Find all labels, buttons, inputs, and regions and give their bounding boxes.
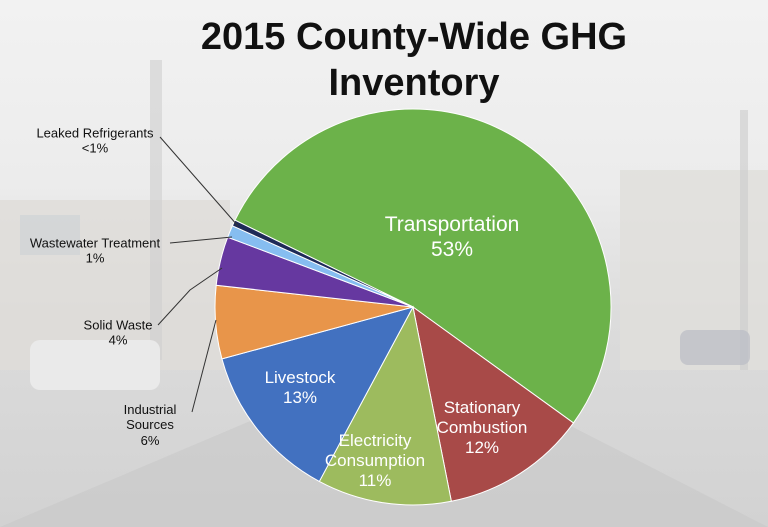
slice-label: Livestock 13%: [245, 368, 355, 408]
value-label: 53%: [430, 238, 474, 261]
category-label: Livestock: [264, 367, 336, 387]
slice-label: Stationary Combustion 12%: [422, 398, 542, 458]
category-label: Transportation: [384, 213, 520, 237]
leader-line: [191, 319, 217, 413]
slice-label: Transportation 53%: [342, 213, 562, 263]
category-label: Wastewater Treatment: [29, 235, 161, 251]
slice-label: Leaked Refrigerants <1%: [0, 126, 195, 157]
category-label: Industrial Sources: [123, 402, 177, 433]
leader-line: [169, 236, 233, 244]
value-label: 4%: [108, 333, 128, 348]
category-label: Leaked Refrigerants: [36, 125, 154, 141]
slice-label: Electricity Consumption 11%: [320, 431, 430, 491]
pie-slice: [318, 305, 452, 506]
category-label: Solid Waste: [83, 317, 153, 333]
value-label: <1%: [81, 141, 109, 156]
slice-label: Solid Waste 4%: [58, 318, 178, 349]
leader-line: [157, 267, 223, 326]
value-label: 13%: [282, 388, 318, 407]
slice-label: Industrial Sources 6%: [105, 402, 195, 448]
value-label: 6%: [140, 432, 160, 448]
slice-label: Wastewater Treatment 1%: [0, 236, 195, 267]
category-label: Electricity Consumption: [324, 430, 426, 470]
leader-line: [159, 136, 239, 227]
pie-slice: [221, 306, 414, 483]
chart-title: 2015 County-Wide GHG Inventory: [200, 16, 628, 104]
value-label: 12%: [464, 438, 500, 458]
pie-slice: [231, 219, 414, 308]
value-label: 11%: [358, 471, 392, 491]
category-label: Stationary Combustion: [436, 397, 528, 437]
pie-slice: [234, 108, 612, 424]
value-label: 1%: [85, 251, 105, 266]
pie-slice: [412, 305, 575, 502]
